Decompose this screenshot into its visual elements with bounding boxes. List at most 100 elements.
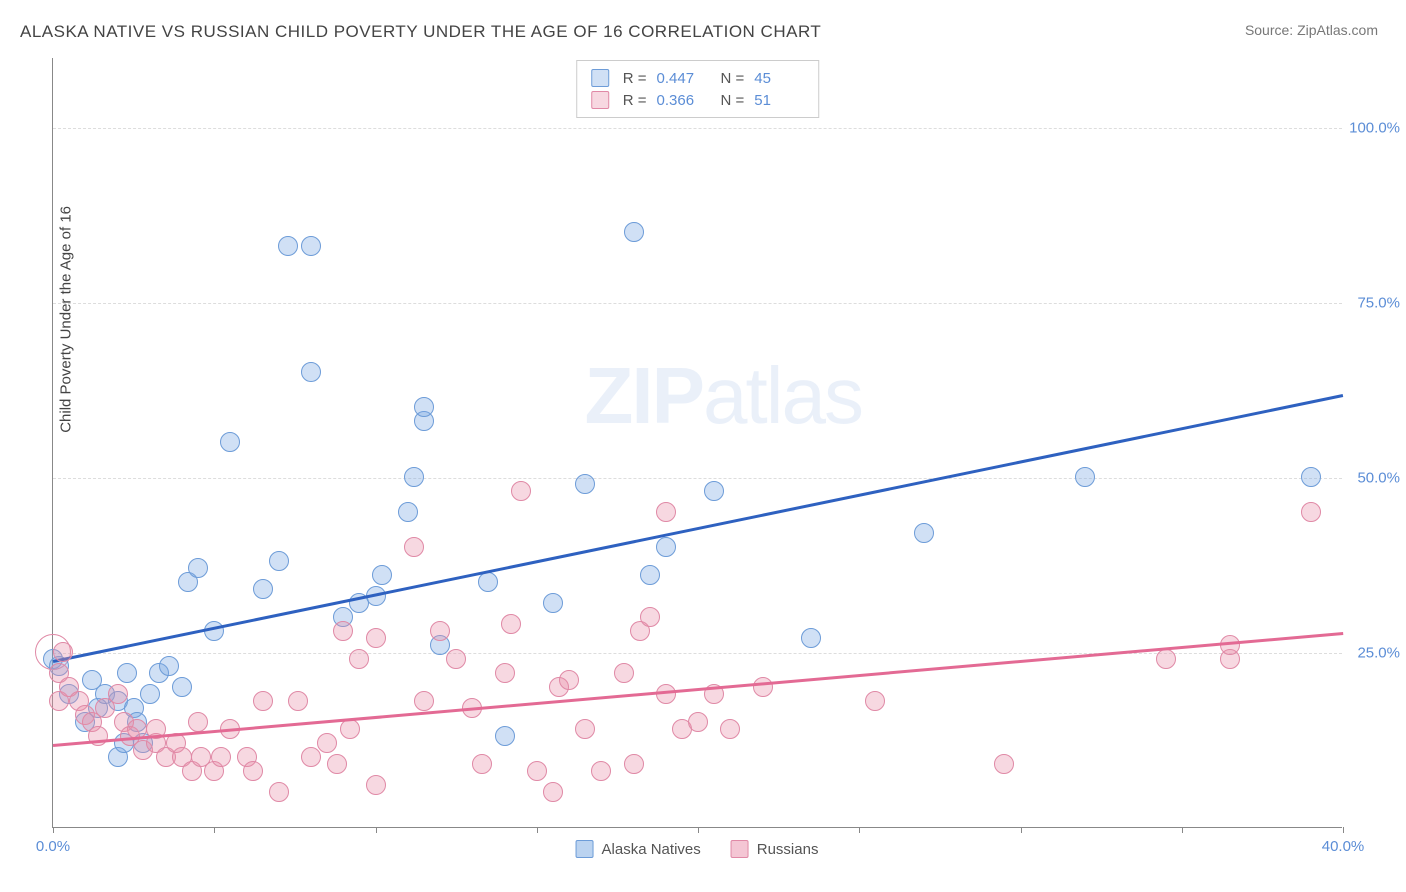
data-point <box>994 754 1014 774</box>
data-point <box>865 691 885 711</box>
n-label: N = <box>721 70 745 87</box>
y-tick-label: 25.0% <box>1357 645 1400 662</box>
data-point <box>140 684 160 704</box>
x-tick <box>859 827 860 833</box>
data-point <box>688 712 708 732</box>
data-point <box>1156 649 1176 669</box>
data-point <box>575 719 595 739</box>
chart-title: ALASKA NATIVE VS RUSSIAN CHILD POVERTY U… <box>20 22 821 42</box>
data-point <box>243 761 263 781</box>
chart-container: Child Poverty Under the Age of 16 ZIPatl… <box>52 58 1342 828</box>
x-tick-label-right: 40.0% <box>1322 838 1365 855</box>
data-point <box>472 754 492 774</box>
n-value-2: 51 <box>754 92 804 109</box>
data-point <box>188 712 208 732</box>
data-point <box>159 656 179 676</box>
data-point <box>288 691 308 711</box>
gridline <box>53 653 1342 654</box>
data-point <box>366 775 386 795</box>
data-point <box>188 558 208 578</box>
data-point <box>253 691 273 711</box>
data-point <box>801 628 821 648</box>
data-point <box>333 621 353 641</box>
data-point <box>172 677 192 697</box>
data-point <box>704 481 724 501</box>
data-point <box>914 523 934 543</box>
data-point <box>269 782 289 802</box>
data-point <box>614 663 634 683</box>
data-point <box>204 621 224 641</box>
data-point <box>495 663 515 683</box>
data-point <box>1301 467 1321 487</box>
data-point <box>117 663 137 683</box>
data-point <box>624 754 644 774</box>
x-tick <box>376 827 377 833</box>
data-point <box>656 502 676 522</box>
data-point <box>478 572 498 592</box>
data-point <box>511 481 531 501</box>
data-point <box>317 733 337 753</box>
data-point <box>640 565 660 585</box>
data-point <box>220 432 240 452</box>
x-tick <box>1021 827 1022 833</box>
data-point <box>559 670 579 690</box>
data-point <box>501 614 521 634</box>
r-label: R = <box>623 92 647 109</box>
data-point <box>446 649 466 669</box>
bottom-legend: Alaska Natives Russians <box>576 840 819 858</box>
data-point <box>1301 502 1321 522</box>
data-point <box>404 467 424 487</box>
legend-label-1: Alaska Natives <box>602 841 701 858</box>
y-tick-label: 100.0% <box>1349 120 1400 137</box>
stats-legend-box: R = 0.447 N = 45 R = 0.366 N = 51 <box>576 60 820 118</box>
n-value-1: 45 <box>754 70 804 87</box>
data-point <box>591 761 611 781</box>
r-value-2: 0.366 <box>657 92 707 109</box>
y-tick-label: 75.0% <box>1357 295 1400 312</box>
data-point <box>656 537 676 557</box>
data-point <box>278 236 298 256</box>
legend-swatch-1 <box>576 840 594 858</box>
legend-item-2: Russians <box>731 840 819 858</box>
data-point <box>327 754 347 774</box>
x-tick <box>214 827 215 833</box>
data-point <box>624 222 644 242</box>
data-point <box>414 397 434 417</box>
x-tick <box>53 827 54 833</box>
data-point <box>753 677 773 697</box>
gridline <box>53 303 1342 304</box>
swatch-series-2 <box>591 91 609 109</box>
x-tick <box>1182 827 1183 833</box>
gridline <box>53 478 1342 479</box>
x-tick <box>1343 827 1344 833</box>
data-point <box>301 747 321 767</box>
data-point <box>301 236 321 256</box>
source-attribution: Source: ZipAtlas.com <box>1245 22 1378 38</box>
x-tick <box>698 827 699 833</box>
data-point <box>430 621 450 641</box>
data-point <box>340 719 360 739</box>
data-point <box>366 628 386 648</box>
data-point <box>398 502 418 522</box>
data-point <box>253 579 273 599</box>
data-point <box>575 474 595 494</box>
stats-row-series-2: R = 0.366 N = 51 <box>591 89 805 111</box>
data-point <box>1075 467 1095 487</box>
data-point <box>414 691 434 711</box>
gridline <box>53 128 1342 129</box>
y-tick-label: 50.0% <box>1357 470 1400 487</box>
data-point <box>640 607 660 627</box>
n-label: N = <box>721 92 745 109</box>
data-point <box>495 726 515 746</box>
legend-item-1: Alaska Natives <box>576 840 701 858</box>
data-point <box>404 537 424 557</box>
data-point <box>108 684 128 704</box>
data-point <box>53 642 73 662</box>
data-point <box>211 747 231 767</box>
legend-swatch-2 <box>731 840 749 858</box>
x-tick <box>537 827 538 833</box>
data-point <box>656 684 676 704</box>
x-tick-label-left: 0.0% <box>36 838 70 855</box>
legend-label-2: Russians <box>757 841 819 858</box>
data-point <box>1220 635 1240 655</box>
